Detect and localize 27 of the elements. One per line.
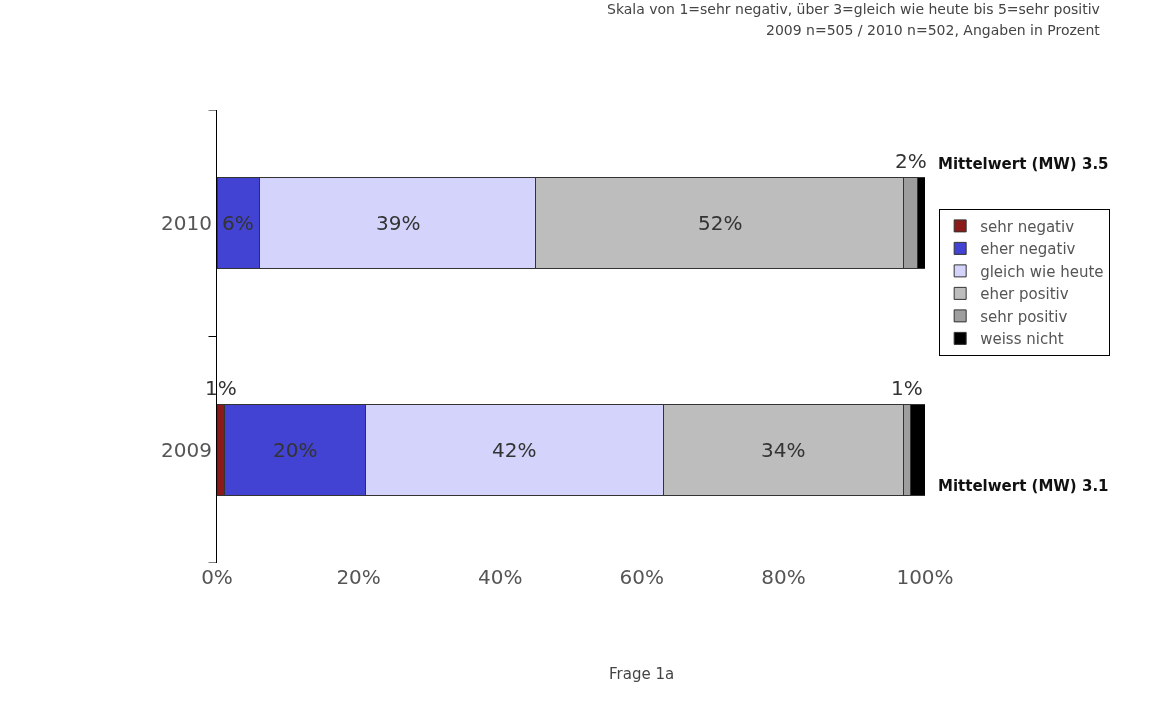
x-tick-label: 60%: [619, 565, 665, 589]
y-tick-label: 2009: [161, 437, 212, 462]
x-tick-label: 100%: [896, 565, 954, 589]
data-label: 20%: [273, 438, 318, 462]
text: 2009 n=505 / 2010 n=502, Angaben in Prozent: [766, 22, 1101, 38]
x-tick-label: 40%: [477, 565, 523, 589]
legend-label: eher positiv: [980, 285, 1069, 304]
legend-label: eher negativ: [980, 240, 1076, 259]
data-label: 1%: [891, 376, 923, 400]
legend-label: sehr negativ: [980, 217, 1075, 236]
data-label: 2%: [895, 149, 927, 173]
data-label: 6%: [222, 211, 254, 235]
data-label: 42%: [492, 438, 537, 462]
data-label: 39%: [376, 211, 421, 235]
data-label: 52%: [698, 211, 743, 235]
legend-label: weiss nicht: [980, 330, 1064, 349]
x-tick-label: 80%: [761, 565, 806, 589]
legend-label: sehr positiv: [980, 307, 1068, 326]
text: Frage 1a: [609, 665, 675, 683]
text: Skala von 1=sehr negativ, über 3=gleich wie heute bis 5=sehr positiv: [607, 1, 1100, 17]
data-label: 34%: [761, 438, 806, 462]
legend-label: gleich wie heute: [980, 262, 1104, 281]
y-tick-label: 2010: [161, 211, 212, 236]
text: Mittelwert (MW) 3.5: [938, 155, 1109, 173]
text: Mittelwert (MW) 3.1: [938, 477, 1109, 495]
x-tick-label: 20%: [336, 565, 381, 589]
x-tick-label: 0%: [201, 565, 233, 589]
